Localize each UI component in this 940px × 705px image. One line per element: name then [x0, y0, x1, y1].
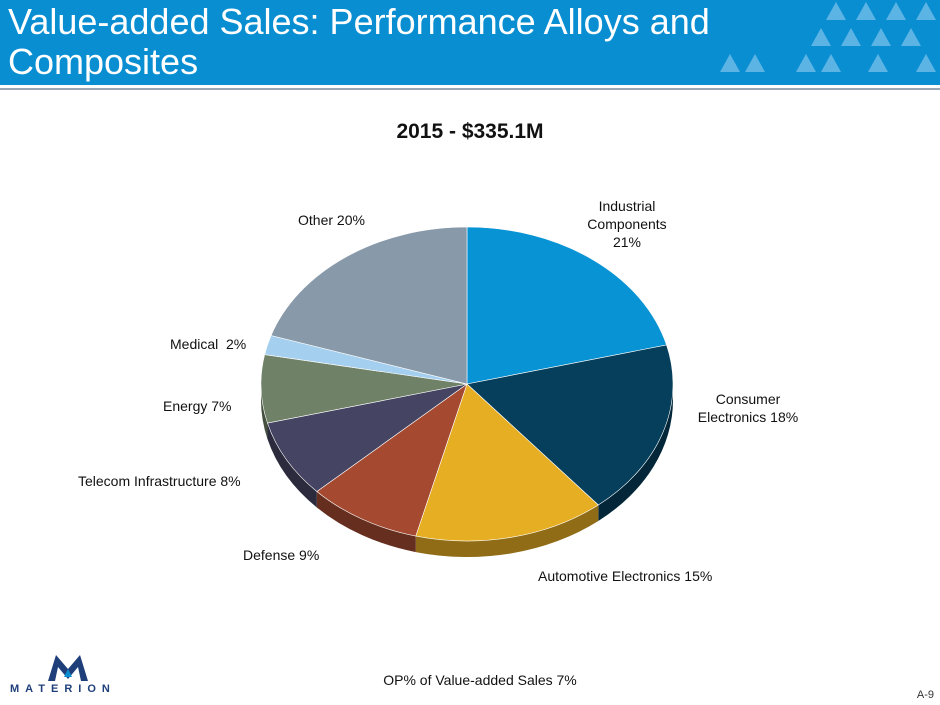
chart-title: 2015 - $335.1M	[396, 120, 544, 143]
label-telecom-infrastructure: Telecom Infrastructure 8%	[78, 473, 241, 489]
pie-slice-side-2	[415, 504, 599, 557]
label-energy: Energy 7%	[163, 398, 232, 414]
triangle-pattern-icon	[720, 2, 936, 72]
label-consumer-line2: Electronics 18%	[697, 409, 799, 425]
pie-slice-0	[466, 226, 667, 385]
header-bar	[0, 0, 940, 85]
pie-slice-4	[267, 383, 468, 492]
label-industrial-line3: 21%	[612, 234, 642, 250]
label-defense: Defense 9%	[243, 547, 320, 563]
label-industrial-components: Industrial Components 21%	[582, 197, 672, 251]
materion-logo: MATERION	[10, 655, 120, 697]
label-consumer-electronics: Consumer Electronics 18%	[686, 390, 810, 426]
slide-title: Value-added Sales: Performance Alloys an…	[8, 1, 710, 82]
pie-slice-2	[415, 383, 599, 542]
pie-slice-7	[270, 226, 468, 385]
pie-slice-side-4	[267, 423, 317, 508]
pie-slice-1	[466, 344, 674, 506]
pie-slice-side-3	[316, 491, 416, 553]
pie-slice-side-1	[598, 384, 673, 521]
pie-slice-3	[316, 383, 468, 537]
label-industrial-line2: Components	[587, 216, 667, 232]
label-consumer-line1: Consumer	[715, 391, 781, 407]
logo-wordmark: MATERION	[10, 683, 116, 695]
footnote: OP% of Value-added Sales 7%	[383, 672, 577, 688]
label-industrial-line1: Industrial	[598, 198, 656, 214]
label-automotive-electronics: Automotive Electronics 15%	[538, 568, 713, 584]
header-divider	[0, 88, 940, 90]
label-other: Other 20%	[298, 212, 365, 228]
pie-slice-side-5	[261, 384, 268, 440]
page-number: A-9	[916, 689, 934, 701]
label-medical: Medical 2%	[170, 336, 247, 352]
logo-mark-icon	[48, 655, 88, 681]
